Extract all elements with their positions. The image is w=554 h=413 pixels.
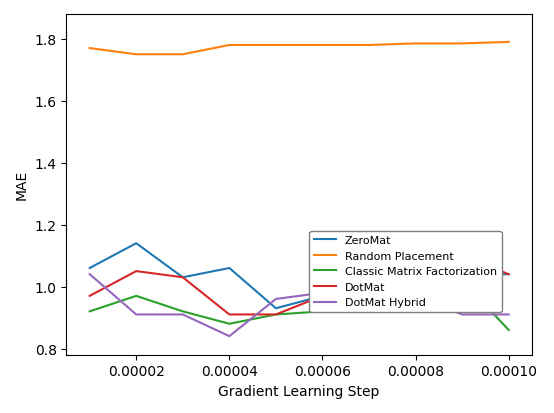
X-axis label: Gradient Learning Step: Gradient Learning Step: [218, 384, 380, 398]
DotMat Hybrid: [505, 312, 512, 317]
DotMat Hybrid: [226, 334, 233, 339]
Classic Matrix Factorization: [319, 309, 326, 314]
DotMat Hybrid: [179, 312, 186, 317]
Y-axis label: MAE: MAE: [15, 170, 29, 200]
DotMat: [226, 312, 233, 317]
ZeroMat: [505, 272, 512, 277]
DotMat Hybrid: [133, 312, 140, 317]
Random Placement: [179, 52, 186, 57]
DotMat: [505, 272, 512, 277]
ZeroMat: [86, 266, 93, 271]
Classic Matrix Factorization: [133, 294, 140, 299]
Random Placement: [273, 43, 279, 48]
DotMat Hybrid: [412, 294, 419, 299]
ZeroMat: [319, 294, 326, 299]
Classic Matrix Factorization: [412, 291, 419, 296]
Random Placement: [319, 43, 326, 48]
Classic Matrix Factorization: [366, 300, 372, 305]
Classic Matrix Factorization: [459, 278, 465, 283]
Classic Matrix Factorization: [273, 312, 279, 317]
Line: Classic Matrix Factorization: Classic Matrix Factorization: [90, 281, 509, 330]
DotMat Hybrid: [366, 281, 372, 286]
DotMat: [133, 269, 140, 274]
Classic Matrix Factorization: [505, 328, 512, 332]
Legend: ZeroMat, Random Placement, Classic Matrix Factorization, DotMat, DotMat Hybrid: ZeroMat, Random Placement, Classic Matri…: [309, 231, 501, 312]
DotMat: [319, 294, 326, 299]
Random Placement: [133, 52, 140, 57]
Classic Matrix Factorization: [226, 321, 233, 326]
DotMat Hybrid: [86, 272, 93, 277]
ZeroMat: [179, 275, 186, 280]
DotMat: [273, 312, 279, 317]
DotMat: [366, 260, 372, 265]
Line: ZeroMat: ZeroMat: [90, 240, 509, 309]
Line: Random Placement: Random Placement: [90, 43, 509, 55]
DotMat: [412, 254, 419, 259]
ZeroMat: [412, 260, 419, 265]
Random Placement: [366, 43, 372, 48]
ZeroMat: [133, 241, 140, 246]
Random Placement: [412, 42, 419, 47]
Random Placement: [505, 40, 512, 45]
ZeroMat: [366, 238, 372, 243]
Line: DotMat Hybrid: DotMat Hybrid: [90, 275, 509, 336]
Random Placement: [226, 43, 233, 48]
DotMat Hybrid: [273, 297, 279, 302]
Random Placement: [459, 42, 465, 47]
ZeroMat: [226, 266, 233, 271]
Line: DotMat: DotMat: [90, 256, 509, 315]
ZeroMat: [273, 306, 279, 311]
DotMat: [86, 294, 93, 299]
ZeroMat: [459, 272, 465, 277]
DotMat Hybrid: [459, 312, 465, 317]
Classic Matrix Factorization: [86, 309, 93, 314]
DotMat Hybrid: [319, 291, 326, 296]
DotMat: [179, 275, 186, 280]
Random Placement: [86, 47, 93, 52]
DotMat: [459, 254, 465, 259]
Classic Matrix Factorization: [179, 309, 186, 314]
